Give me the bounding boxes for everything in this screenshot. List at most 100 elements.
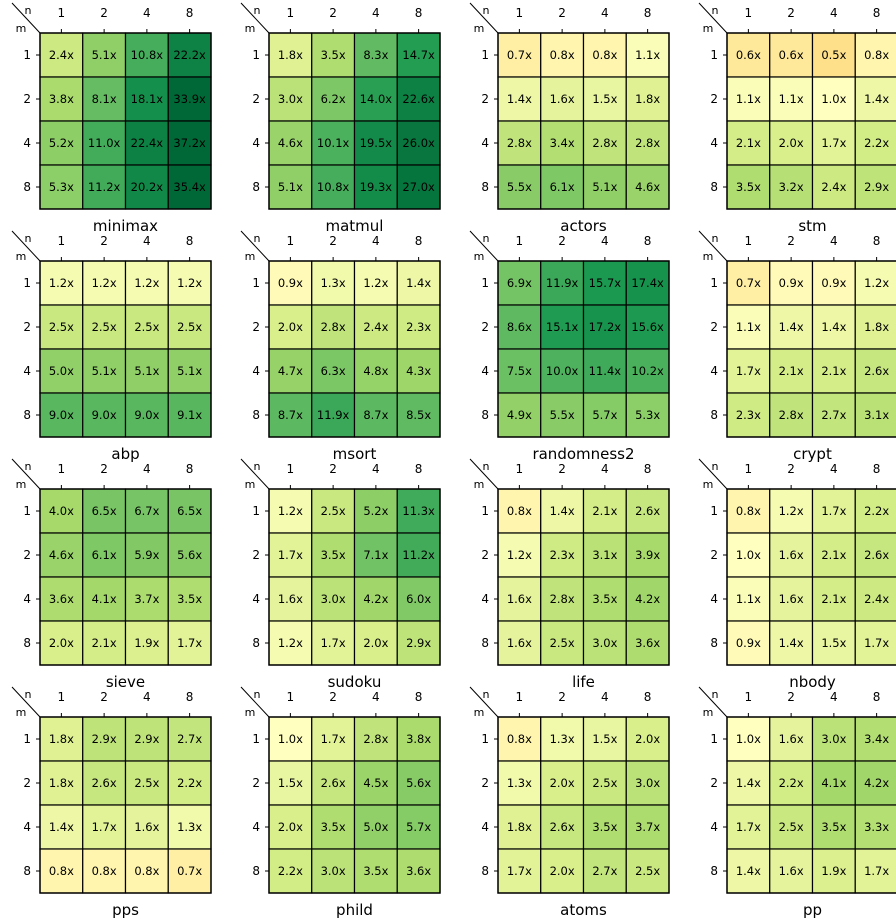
heatmap-cell [582, 804, 627, 850]
cell-value-label: 19.5x [360, 136, 393, 150]
heatmap-cell [769, 164, 814, 210]
heatmap-cell [854, 488, 896, 534]
cell-value-label: 5.9x [134, 548, 159, 562]
cell-value-label: 1.5x [821, 636, 846, 650]
heatmap-cell [268, 848, 313, 894]
x-tick-label: 4 [601, 690, 609, 704]
cell-value-label: 3.0x [321, 592, 346, 606]
cell-value-label: 4.6x [49, 548, 74, 562]
x-axis-label: n [483, 4, 490, 17]
heatmap-cell [167, 760, 212, 806]
heatmap-cell [167, 532, 212, 578]
cell-value-label: 1.0x [278, 732, 303, 746]
y-tick-label: 2 [481, 776, 489, 790]
x-tick-label: 1 [516, 462, 524, 476]
y-tick-label: 8 [481, 636, 489, 650]
cell-value-label: 1.5x [592, 732, 617, 746]
heatmap-cell [39, 260, 84, 306]
panel-sieve: 4.0x 6.5x 6.7x 6.5x 4.6x 6.1x 5.9x 5.6x 3.6x 4.1x… [11, 458, 212, 691]
x-tick-label: 1 [745, 690, 753, 704]
heatmap-cell [39, 848, 84, 894]
panel-title: sieve [106, 673, 145, 691]
cell-value-label: 1.2x [134, 276, 159, 290]
heatmap-cell [769, 392, 814, 438]
x-tick-label: 2 [329, 6, 337, 20]
cell-value-label: 2.5x [49, 320, 74, 334]
x-tick-label: 1 [516, 6, 524, 20]
cell-value-label: 3.0x [635, 776, 660, 790]
cell-value-label: 1.7x [736, 820, 761, 834]
cell-value-label: 3.7x [134, 592, 159, 606]
cell-value-label: 0.8x [49, 864, 74, 878]
cell-value-label: 1.8x [49, 776, 74, 790]
y-tick-label: 8 [710, 864, 718, 878]
cell-value-label: 6.0x [406, 592, 431, 606]
heatmap-cell [167, 76, 212, 122]
cell-value-label: 2.0x [49, 636, 74, 650]
panel-title: msort [333, 445, 377, 463]
panel-title: crypt [793, 445, 832, 463]
cell-value-label: 2.4x [821, 180, 846, 194]
cell-value-label: 2.9x [864, 180, 889, 194]
y-tick-label: 2 [710, 320, 718, 334]
cell-value-label: 3.6x [406, 864, 431, 878]
cell-value-label: 2.6x [635, 504, 660, 518]
heatmap-cell [540, 848, 585, 894]
heatmap-cell [82, 348, 127, 394]
x-tick-label: 1 [745, 462, 753, 476]
y-tick-label: 8 [710, 408, 718, 422]
cell-value-label: 5.0x [49, 364, 74, 378]
heatmap-cell [82, 576, 127, 622]
cell-value-label: 5.6x [406, 776, 431, 790]
y-tick-label: 2 [23, 320, 31, 334]
heatmap-cell [582, 76, 627, 122]
y-tick-label: 8 [252, 864, 260, 878]
cell-value-label: 1.7x [177, 636, 202, 650]
cell-value-label: 2.8x [592, 136, 617, 150]
cell-value-label: 5.1x [592, 180, 617, 194]
heatmap-cell [811, 120, 856, 166]
cell-value-label: 1.8x [507, 820, 532, 834]
heatmap-cell [582, 120, 627, 166]
heatmap-cell [540, 76, 585, 122]
cell-value-label: 22.4x [131, 136, 164, 150]
cell-value-label: 15.7x [589, 276, 622, 290]
cell-value-label: 37.2x [173, 136, 206, 150]
cell-value-label: 4.3x [406, 364, 431, 378]
x-tick-label: 8 [415, 6, 423, 20]
panel-sudoku: 1.2x 2.5x 5.2x 11.3x1.7x 3.5x 7.1x 11.2x1.6x 3.… [240, 458, 441, 691]
x-tick-label: 8 [644, 6, 652, 20]
cell-value-label: 2.2x [779, 776, 804, 790]
y-tick-label: 8 [23, 864, 31, 878]
cell-value-label: 1.8x [864, 320, 889, 334]
heatmap-cell [353, 164, 398, 210]
cell-value-label: 8.7x [363, 408, 388, 422]
cell-value-label: 2.3x [736, 408, 761, 422]
cell-value-label: 10.2x [631, 364, 664, 378]
x-tick-label: 4 [143, 690, 151, 704]
corner-diagonal [469, 2, 499, 34]
x-tick-label: 8 [873, 690, 881, 704]
cell-value-label: 0.7x [736, 276, 761, 290]
cell-value-label: 35.4x [173, 180, 206, 194]
cell-value-label: 4.1x [821, 776, 846, 790]
heatmap-cell [811, 488, 856, 534]
heatmap-cell [811, 164, 856, 210]
corner-diagonal [698, 686, 728, 718]
panel-atoms: 0.8x 1.3x 1.5x 2.0x 1.3x 2.0x 2.5x 3.0x 1.8x 2.6x… [469, 686, 670, 919]
heatmap-cell [82, 120, 127, 166]
y-tick-label: 2 [252, 548, 260, 562]
heatmap-cell [726, 620, 771, 666]
cell-value-label: 2.5x [635, 864, 660, 878]
y-tick-label: 4 [481, 820, 489, 834]
x-axis-label: n [25, 232, 32, 245]
cell-value-label: 9.0x [49, 408, 74, 422]
cell-value-label: 0.9x [278, 276, 303, 290]
panel-title: actors [560, 217, 607, 235]
cell-value-label: 1.7x [321, 732, 346, 746]
x-tick-label: 4 [143, 462, 151, 476]
y-tick-label: 8 [252, 180, 260, 194]
cell-value-label: 1.3x [507, 776, 532, 790]
cell-value-label: 1.1x [779, 92, 804, 106]
cell-value-label: 1.2x [92, 276, 117, 290]
